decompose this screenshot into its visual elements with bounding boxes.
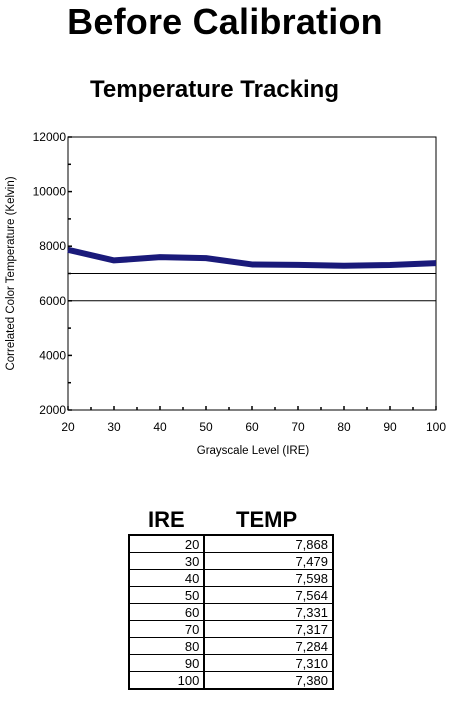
table-row: 80 7,284 — [128, 637, 334, 655]
page-title: Before Calibration — [67, 1, 383, 42]
ire-cell: 30 — [128, 552, 206, 570]
y-tick-label: 10000 — [33, 185, 67, 199]
y-tick-label: 8000 — [39, 239, 66, 253]
ire-cell: 50 — [128, 586, 206, 604]
temp-cell: 7,284 — [203, 637, 334, 655]
ire-cell: 40 — [128, 569, 206, 587]
temp-cell: 7,331 — [203, 603, 334, 621]
x-axis-label: Grayscale Level (IRE) — [197, 445, 310, 457]
table-row: 70 7,317 — [128, 620, 334, 638]
x-tick-label: 50 — [199, 420, 213, 434]
x-tick-label: 70 — [291, 420, 305, 434]
table-row: 100 7,380 — [128, 671, 334, 690]
y-tick-label: 12000 — [33, 130, 67, 144]
temp-cell: 7,479 — [203, 552, 334, 570]
x-tick-label: 100 — [426, 420, 446, 434]
temperature-chart: 2000 4000 6000 8000 10000 12000 20 30 40 50 60 70 80… — [5, 130, 446, 457]
x-tick-label: 60 — [245, 420, 259, 434]
ire-cell: 60 — [128, 603, 206, 621]
table-header: IRE TEMP — [128, 506, 334, 534]
ire-cell: 80 — [128, 637, 206, 655]
temp-cell: 7,598 — [203, 569, 334, 587]
x-tick-label: 80 — [337, 420, 351, 434]
x-tick-label: 40 — [153, 420, 167, 434]
y-tick-label: 6000 — [39, 294, 66, 308]
ire-cell: 90 — [128, 654, 206, 672]
temp-cell: 7,317 — [203, 620, 334, 638]
header-ire: IRE — [148, 507, 185, 532]
temp-cell: 7,380 — [203, 671, 334, 690]
table-body: 20 7,868 30 7,479 40 7,598 50 7,564 60 7,331 70 7,3… — [128, 534, 334, 690]
table-row: 90 7,310 — [128, 654, 334, 672]
table-row: 60 7,331 — [128, 603, 334, 621]
header-temp: TEMP — [236, 507, 298, 532]
series-line — [67, 246, 437, 269]
table-row: 20 7,868 — [128, 534, 334, 553]
chart-title: Temperature Tracking — [90, 76, 339, 103]
temp-cell: 7,564 — [203, 586, 334, 604]
y-tick-label: 2000 — [39, 403, 66, 417]
ire-cell: 20 — [128, 534, 206, 553]
temp-cell: 7,310 — [203, 654, 334, 672]
x-tick-label: 30 — [107, 420, 121, 434]
table-row: 40 7,598 — [128, 569, 334, 587]
x-tick-label: 20 — [61, 420, 75, 434]
temperature-table: IRE TEMP 20 7,868 30 7,479 40 7,598 50 7,564 60 7… — [128, 506, 334, 690]
table-row: 50 7,564 — [128, 586, 334, 604]
ire-cell: 100 — [128, 671, 206, 690]
table-row: 30 7,479 — [128, 552, 334, 570]
ire-cell: 70 — [128, 620, 206, 638]
y-tick-label: 4000 — [39, 348, 66, 362]
temp-cell: 7,868 — [203, 534, 334, 553]
x-tick-label: 90 — [383, 420, 397, 434]
y-axis-label: Correlated Color Temperature (Kelvin) — [5, 176, 17, 370]
